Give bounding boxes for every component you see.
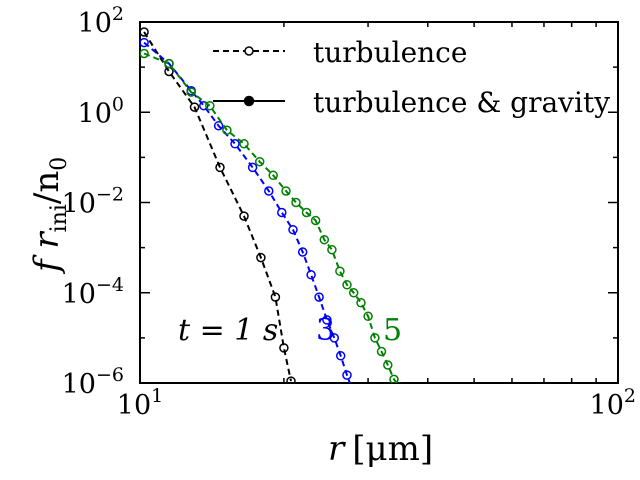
series-line bbox=[143, 41, 351, 383]
x-tick-label: 102 bbox=[590, 385, 636, 421]
annotation-5: 5 bbox=[383, 313, 402, 348]
annotation-t1: t = 1 s bbox=[178, 313, 278, 348]
y-axis-label-sub: ini bbox=[47, 204, 72, 232]
data-point bbox=[277, 207, 287, 218]
annotations: t = 1 s 3 5 bbox=[178, 313, 402, 348]
data-point bbox=[329, 333, 340, 343]
data-point bbox=[314, 292, 324, 302]
legend: turbulence turbulence & gravity bbox=[213, 36, 610, 119]
data-point bbox=[356, 298, 366, 308]
y-axis-label-tail: /n bbox=[27, 171, 67, 204]
series-2 bbox=[140, 48, 402, 383]
legend-label-turbulence: turbulence bbox=[313, 36, 467, 69]
data-point bbox=[291, 197, 301, 208]
data-point bbox=[215, 162, 225, 173]
data-point bbox=[164, 58, 174, 69]
legend-marker-turbulence bbox=[244, 46, 254, 56]
data-point bbox=[322, 315, 332, 325]
y-tick-label-base: 10 bbox=[62, 189, 96, 220]
y-tick-label-exp: −2 bbox=[96, 184, 124, 206]
y-tick-label: 10−4 bbox=[62, 274, 124, 310]
data-point bbox=[230, 139, 240, 149]
data-point bbox=[189, 102, 200, 112]
data-point bbox=[335, 351, 346, 361]
y-tick-label: 102 bbox=[78, 3, 124, 39]
data-point bbox=[222, 125, 232, 135]
x-tick-label-base: 10 bbox=[117, 390, 151, 421]
data-point bbox=[335, 266, 345, 276]
data-point bbox=[383, 360, 393, 370]
data-point bbox=[239, 211, 249, 221]
y-tick-label: 100 bbox=[78, 93, 124, 129]
y-axis-label-sub2: 0 bbox=[47, 157, 72, 171]
series-line bbox=[143, 52, 399, 383]
legend-marker-turbulence-gravity bbox=[243, 95, 255, 107]
y-tick-label-base: 10 bbox=[78, 98, 112, 129]
x-tick-label: 101 bbox=[117, 385, 163, 421]
data-point bbox=[270, 292, 281, 302]
data-point bbox=[140, 48, 149, 59]
x-axis-label-main: r bbox=[328, 429, 346, 469]
data-point bbox=[264, 186, 274, 196]
x-tick-label-base: 10 bbox=[590, 390, 624, 421]
series-0 bbox=[140, 27, 296, 383]
y-axis-label: f rini/n0 bbox=[27, 157, 72, 275]
y-tick-label: 10−6 bbox=[62, 364, 124, 400]
data-point bbox=[310, 215, 321, 226]
y-tick-label-exp: 0 bbox=[112, 93, 124, 115]
data-point bbox=[342, 280, 352, 290]
y-tick-label-base: 10 bbox=[62, 279, 96, 310]
data-point bbox=[288, 224, 298, 235]
ticks bbox=[139, 21, 618, 384]
data-point bbox=[306, 270, 316, 280]
x-axis-label: r [μm] bbox=[328, 429, 433, 469]
data-point bbox=[389, 374, 399, 383]
y-tick-label-base: 10 bbox=[78, 8, 112, 39]
data-point bbox=[301, 207, 312, 218]
data-point bbox=[281, 186, 291, 196]
data-point bbox=[140, 37, 149, 48]
data-point bbox=[239, 139, 249, 149]
data-point bbox=[286, 376, 296, 383]
y-tick-label-exp: −6 bbox=[96, 364, 124, 386]
data-point bbox=[342, 370, 352, 380]
data-point bbox=[268, 170, 278, 181]
data-point bbox=[348, 288, 359, 298]
annotation-3: 3 bbox=[316, 313, 335, 348]
data-point bbox=[213, 121, 224, 131]
data-point bbox=[254, 156, 265, 167]
data-point bbox=[279, 343, 289, 353]
data-point bbox=[297, 247, 308, 257]
y-tick-label: 10−2 bbox=[62, 184, 124, 220]
data-point bbox=[376, 346, 387, 357]
legend-label-turbulence-gravity: turbulence & gravity bbox=[313, 86, 610, 119]
data-point bbox=[199, 100, 209, 111]
x-tick-label-exp: 1 bbox=[151, 385, 163, 407]
data-point bbox=[205, 100, 215, 111]
data-point bbox=[363, 311, 373, 322]
series-1 bbox=[140, 37, 361, 405]
data-point bbox=[319, 234, 330, 245]
data-point bbox=[140, 27, 149, 37]
data-point bbox=[348, 386, 356, 394]
y-tick-label-base: 10 bbox=[62, 369, 96, 400]
x-tick-label-exp: 2 bbox=[624, 385, 636, 407]
y-tick-label-exp: −4 bbox=[96, 274, 124, 296]
data-point bbox=[327, 244, 337, 255]
series-line bbox=[143, 31, 292, 382]
data-point bbox=[247, 162, 258, 173]
series-layer bbox=[140, 27, 402, 405]
data-point bbox=[256, 252, 266, 263]
data-point bbox=[370, 333, 380, 343]
data-point bbox=[398, 382, 402, 383]
y-axis-label-main: f r bbox=[27, 231, 67, 275]
data-point bbox=[186, 87, 196, 97]
data-point bbox=[353, 397, 361, 405]
y-tick-label-exp: 2 bbox=[112, 3, 124, 25]
x-axis-label-unit: [μm] bbox=[352, 429, 433, 469]
